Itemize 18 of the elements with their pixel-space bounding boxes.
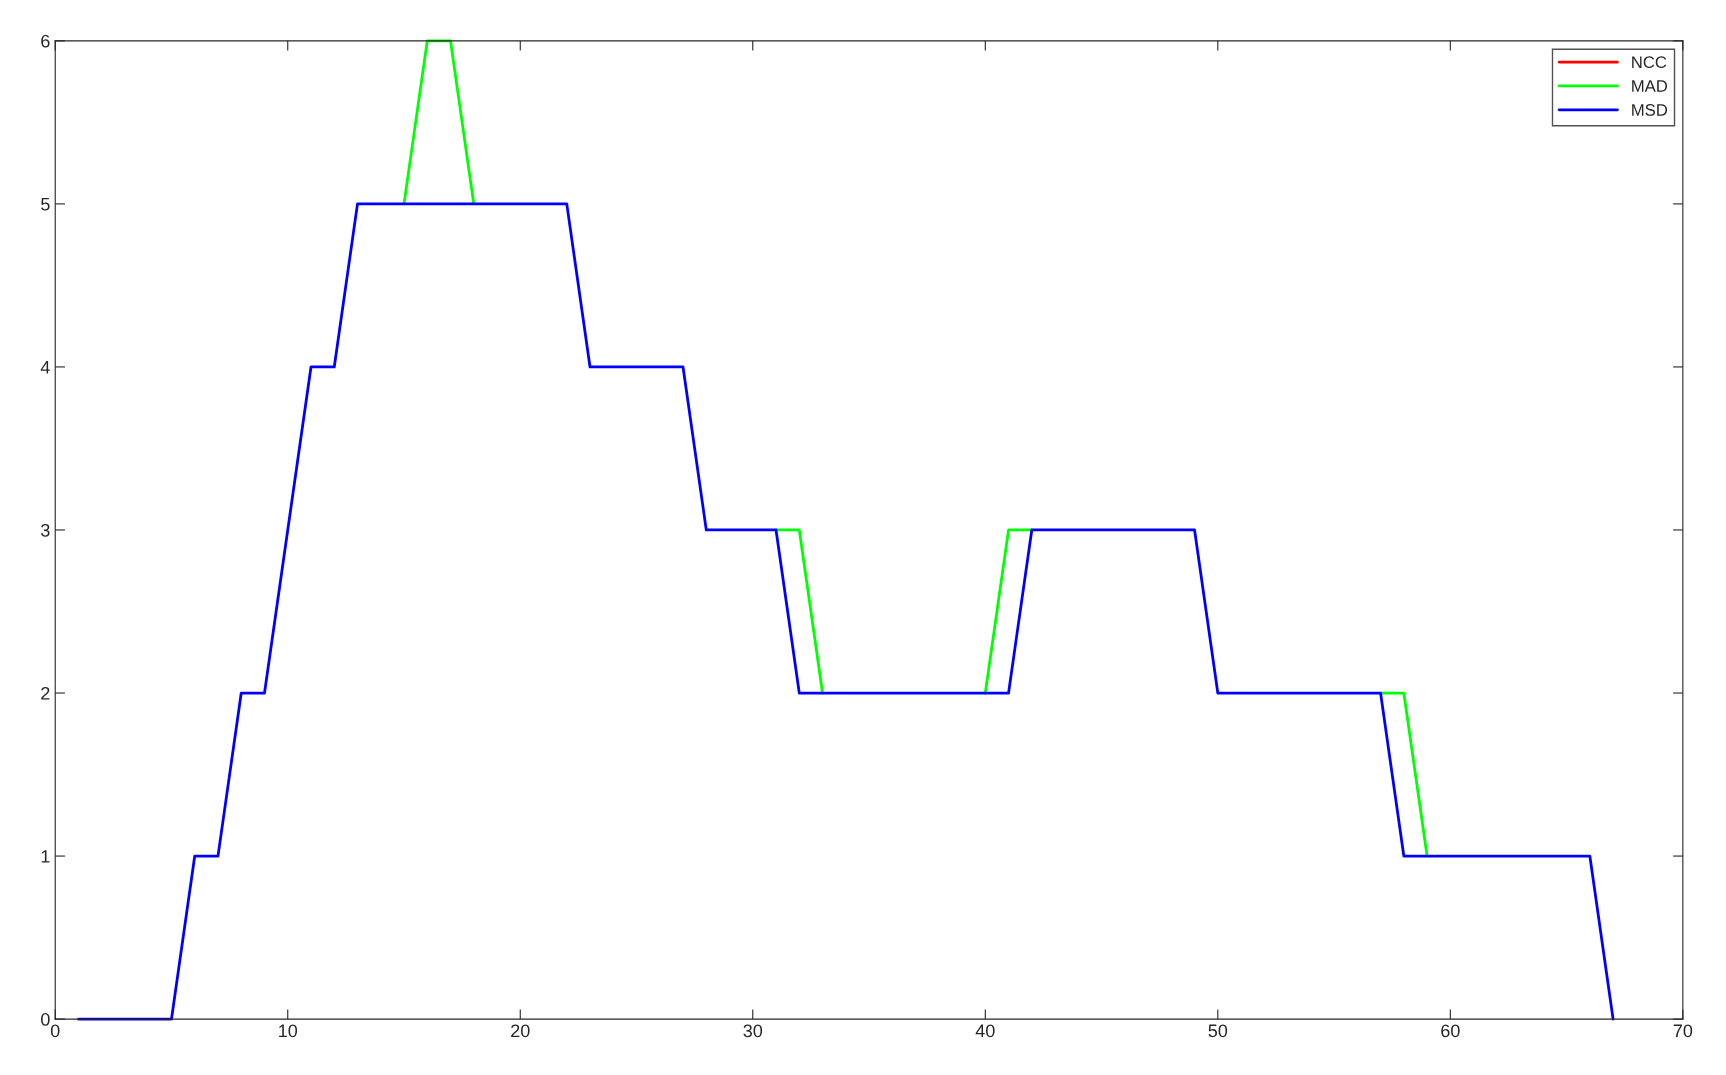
x-tick-label: 70 bbox=[1673, 1024, 1693, 1038]
legend-label: NCC bbox=[1632, 56, 1667, 69]
y-tick-label: 1 bbox=[41, 850, 50, 863]
x-tick-label: 60 bbox=[1441, 1024, 1460, 1038]
legend-label: MSD bbox=[1632, 104, 1668, 116]
y-tick-label: 0 bbox=[41, 1013, 50, 1026]
x-tick-label: 30 bbox=[743, 1024, 763, 1038]
x-tick-label: 10 bbox=[279, 1024, 298, 1038]
x-tick-label: 0 bbox=[50, 1024, 60, 1038]
y-tick-label: 6 bbox=[41, 34, 50, 48]
y-tick-label: 5 bbox=[41, 198, 50, 211]
x-tick-label: 40 bbox=[975, 1024, 995, 1038]
legend-label: MAD bbox=[1632, 80, 1668, 92]
x-tick-label: 20 bbox=[511, 1024, 530, 1038]
x-tick-label: 50 bbox=[1208, 1024, 1228, 1038]
y-tick-label: 2 bbox=[41, 686, 50, 700]
y-tick-label: 3 bbox=[41, 523, 50, 537]
y-tick-label: 4 bbox=[40, 361, 50, 374]
